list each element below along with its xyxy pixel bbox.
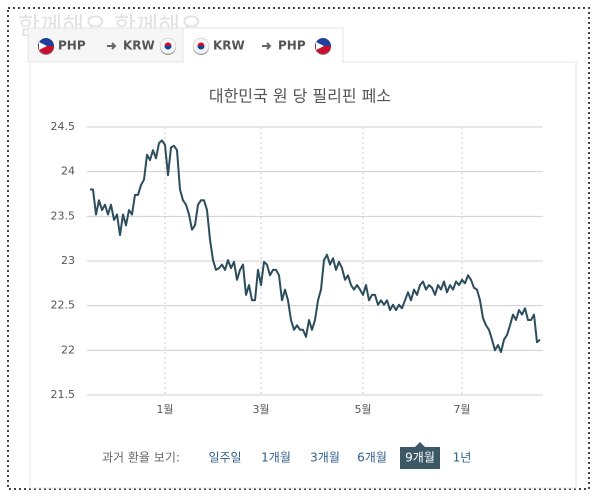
period-selected: [400, 447, 440, 469]
period-option[interactable]: 1개월: [261, 451, 291, 465]
period-option[interactable]: 일주일: [208, 451, 241, 465]
period-option[interactable]: 1년: [453, 451, 472, 465]
outer-border: [7, 7, 590, 490]
y-tick-label: 22.5: [51, 299, 76, 312]
flag-kr-red: [197, 42, 205, 46]
y-tick-label: 21.5: [51, 388, 76, 401]
x-tick-label: 1월: [156, 403, 173, 416]
flag-kr-blue: [197, 46, 205, 50]
period-option[interactable]: 9개월: [405, 451, 435, 465]
period-pointer: [415, 442, 425, 447]
period-option[interactable]: 6개월: [357, 451, 387, 465]
tab-to: KRW: [123, 39, 155, 53]
y-tick-label: 22: [61, 343, 75, 356]
x-tick-label: 7월: [453, 403, 470, 416]
tab-to: PHP: [278, 39, 306, 53]
y-tick-label: 23: [61, 254, 75, 267]
tab-arrow: [107, 42, 117, 50]
rate-line: [90, 139, 541, 354]
history-label: 과거 환율 보기:: [102, 451, 180, 465]
tab-from: KRW: [213, 39, 245, 53]
flag-kr-red: [164, 42, 172, 46]
period-option[interactable]: 3개월: [310, 451, 340, 465]
x-tick-label: 3월: [252, 403, 269, 416]
tab-arrow: [262, 42, 272, 50]
chart-title: 대한민국 원 당 필리핀 페소: [209, 87, 391, 106]
flag-ph-white: [39, 42, 47, 50]
tab-from: PHP: [58, 39, 86, 53]
y-tick-label: 24.5: [51, 120, 76, 133]
flag-kr-blue: [164, 46, 172, 50]
y-tick-label: 24: [61, 165, 75, 178]
panel: [29, 61, 577, 489]
flag-ph-white: [316, 42, 324, 50]
x-tick-label: 5월: [354, 403, 371, 416]
y-tick-label: 23.5: [51, 209, 76, 222]
